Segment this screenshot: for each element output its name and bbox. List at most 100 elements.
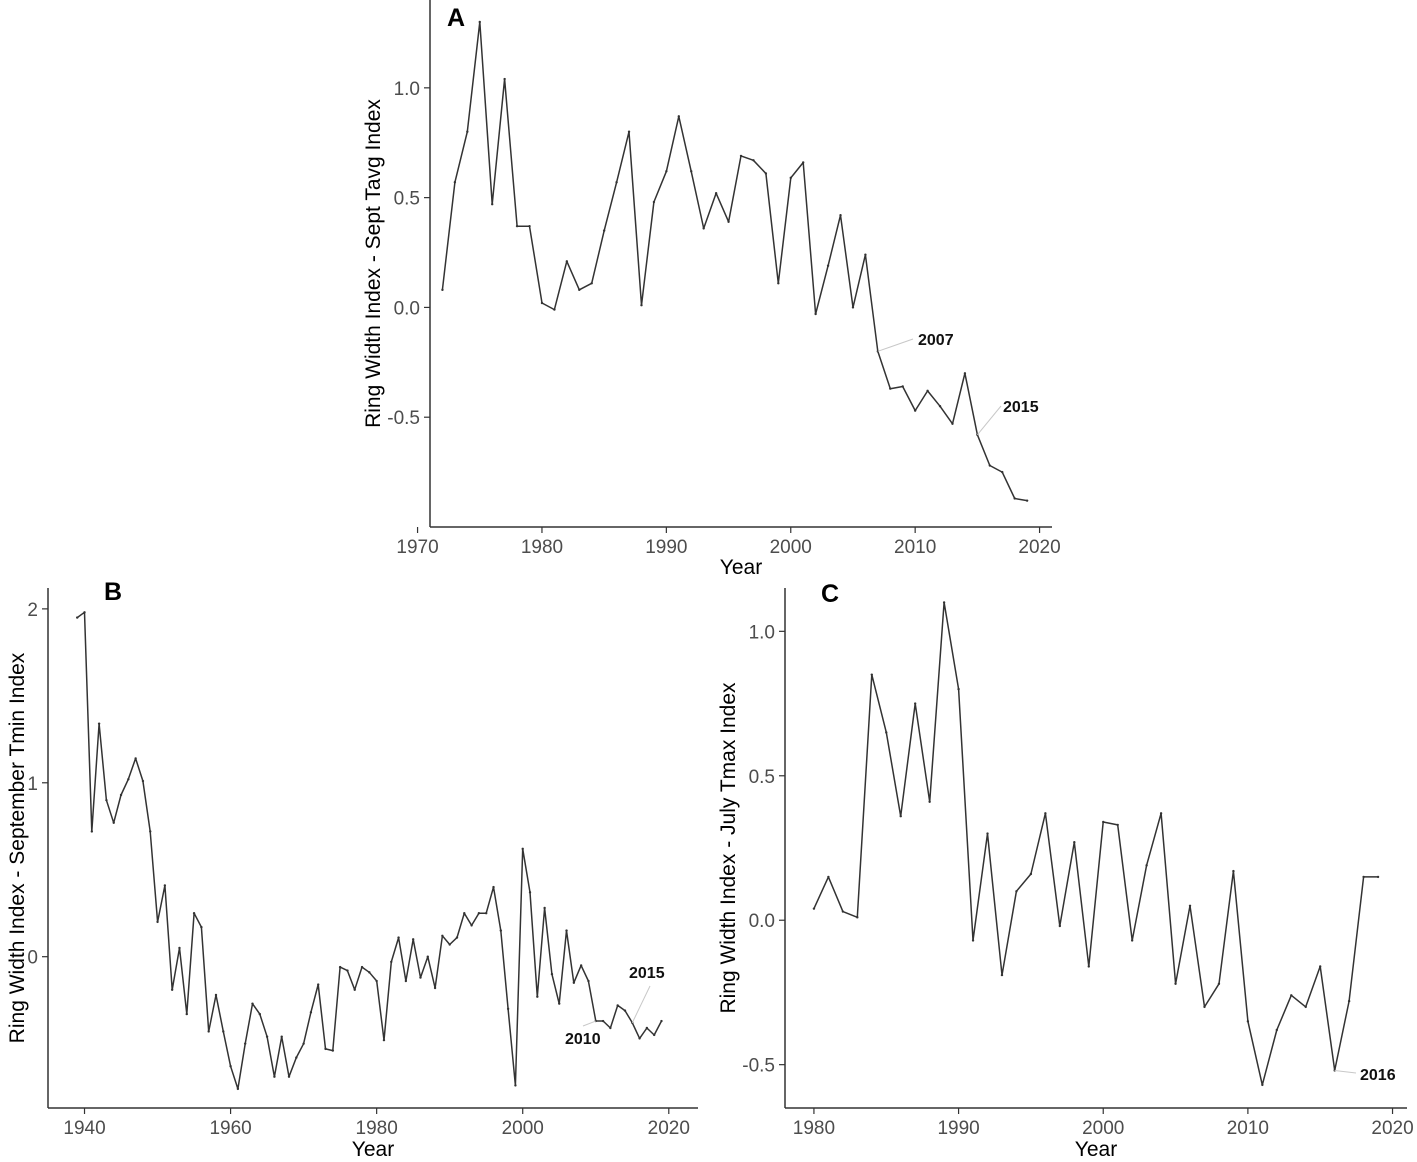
data-point <box>1087 965 1090 968</box>
data-point <box>317 983 320 986</box>
data-point <box>485 912 488 915</box>
data-point <box>660 1019 663 1023</box>
data-point <box>178 946 181 950</box>
data-point <box>1025 499 1029 502</box>
data-point <box>236 1087 240 1091</box>
data-point <box>957 687 960 691</box>
data-point <box>295 1056 298 1059</box>
annotation-label: 2016 <box>1360 1067 1396 1084</box>
data-point <box>149 830 152 833</box>
data-point <box>814 312 817 316</box>
data-point <box>134 757 137 760</box>
data-point <box>777 282 780 285</box>
data-point <box>185 1012 188 1016</box>
data-point <box>222 1030 225 1033</box>
x-tick-label: 1980 <box>521 537 563 558</box>
data-point <box>499 929 503 932</box>
x-tick-label: 2020 <box>1371 1118 1413 1139</box>
x-axis-title: Year <box>1075 1138 1117 1161</box>
data-point <box>572 981 576 984</box>
data-point <box>506 1007 510 1011</box>
data-point <box>856 916 859 919</box>
panel-label: A <box>447 4 465 32</box>
data-point <box>192 912 196 915</box>
data-point <box>492 885 495 889</box>
data-point <box>491 203 494 206</box>
data-point <box>419 976 422 979</box>
y-tick-label: 0.5 <box>749 767 775 788</box>
y-axis-title: Ring Width Index - July Tmax Index <box>717 682 740 1014</box>
data-point <box>623 1009 627 1012</box>
data-point <box>463 912 466 915</box>
data-point <box>951 422 954 425</box>
data-point <box>382 1038 386 1042</box>
data-point <box>1290 994 1293 997</box>
data-point <box>448 943 451 946</box>
data-point <box>1001 470 1004 474</box>
data-point <box>353 988 356 991</box>
data-point <box>839 213 842 217</box>
data-point <box>963 372 967 375</box>
data-point <box>1319 965 1322 968</box>
data-point <box>528 891 532 894</box>
data-point <box>411 938 415 941</box>
data-point <box>1044 812 1047 815</box>
data-point <box>942 601 946 604</box>
y-axis-title: Ring Width Index - September Tmin Index <box>6 652 29 1043</box>
data-point <box>1188 904 1192 907</box>
data-point <box>558 1002 561 1005</box>
data-point <box>901 385 904 388</box>
data-point <box>553 308 556 311</box>
data-point <box>346 969 349 972</box>
data-point <box>1261 1083 1264 1087</box>
data-point <box>1013 497 1016 500</box>
data-point <box>1145 864 1148 867</box>
y-tick-label: 1 <box>27 774 38 795</box>
data-point <box>258 1012 261 1016</box>
data-point <box>76 616 79 619</box>
x-tick-label: 2020 <box>648 1118 690 1139</box>
data-point <box>889 387 892 390</box>
data-point <box>864 253 867 256</box>
annotation-leader <box>877 338 914 352</box>
data-point <box>677 115 680 118</box>
data-point <box>119 793 123 797</box>
data-point <box>1362 875 1365 879</box>
y-tick-label: 1.0 <box>749 622 775 643</box>
data-point <box>1232 869 1235 873</box>
x-tick-label: 1980 <box>793 1118 835 1139</box>
data-point <box>433 986 437 990</box>
data-point <box>280 1035 283 1038</box>
data-point <box>851 306 855 309</box>
panel-label: B <box>104 578 122 606</box>
data-point <box>616 1004 619 1007</box>
data-point <box>105 798 108 802</box>
data-point <box>702 227 705 230</box>
data-point <box>1159 812 1163 815</box>
data-point <box>368 971 371 974</box>
data-point <box>826 264 830 267</box>
data-point <box>1203 1005 1206 1009</box>
data-point <box>528 224 531 228</box>
data-point <box>375 979 378 983</box>
data-point <box>207 1030 210 1033</box>
x-tick-label: 1960 <box>209 1118 251 1139</box>
data-point <box>390 960 393 964</box>
data-point <box>1275 1028 1279 1032</box>
data-point <box>515 224 519 228</box>
data-point <box>521 847 524 851</box>
x-tick-label: 1980 <box>356 1118 398 1139</box>
data-point <box>601 1019 605 1023</box>
data-point <box>1304 1005 1307 1009</box>
data-point <box>1029 872 1033 876</box>
annotation-leader <box>1334 1069 1357 1074</box>
x-axis-title: Year <box>352 1138 394 1161</box>
data-point <box>1246 1020 1250 1023</box>
x-tick-label: 2000 <box>770 537 812 558</box>
x-tick-label: 2000 <box>502 1118 544 1139</box>
data-point <box>870 673 873 676</box>
data-point <box>477 912 481 915</box>
data-point <box>609 1026 612 1030</box>
data-point <box>170 988 174 991</box>
